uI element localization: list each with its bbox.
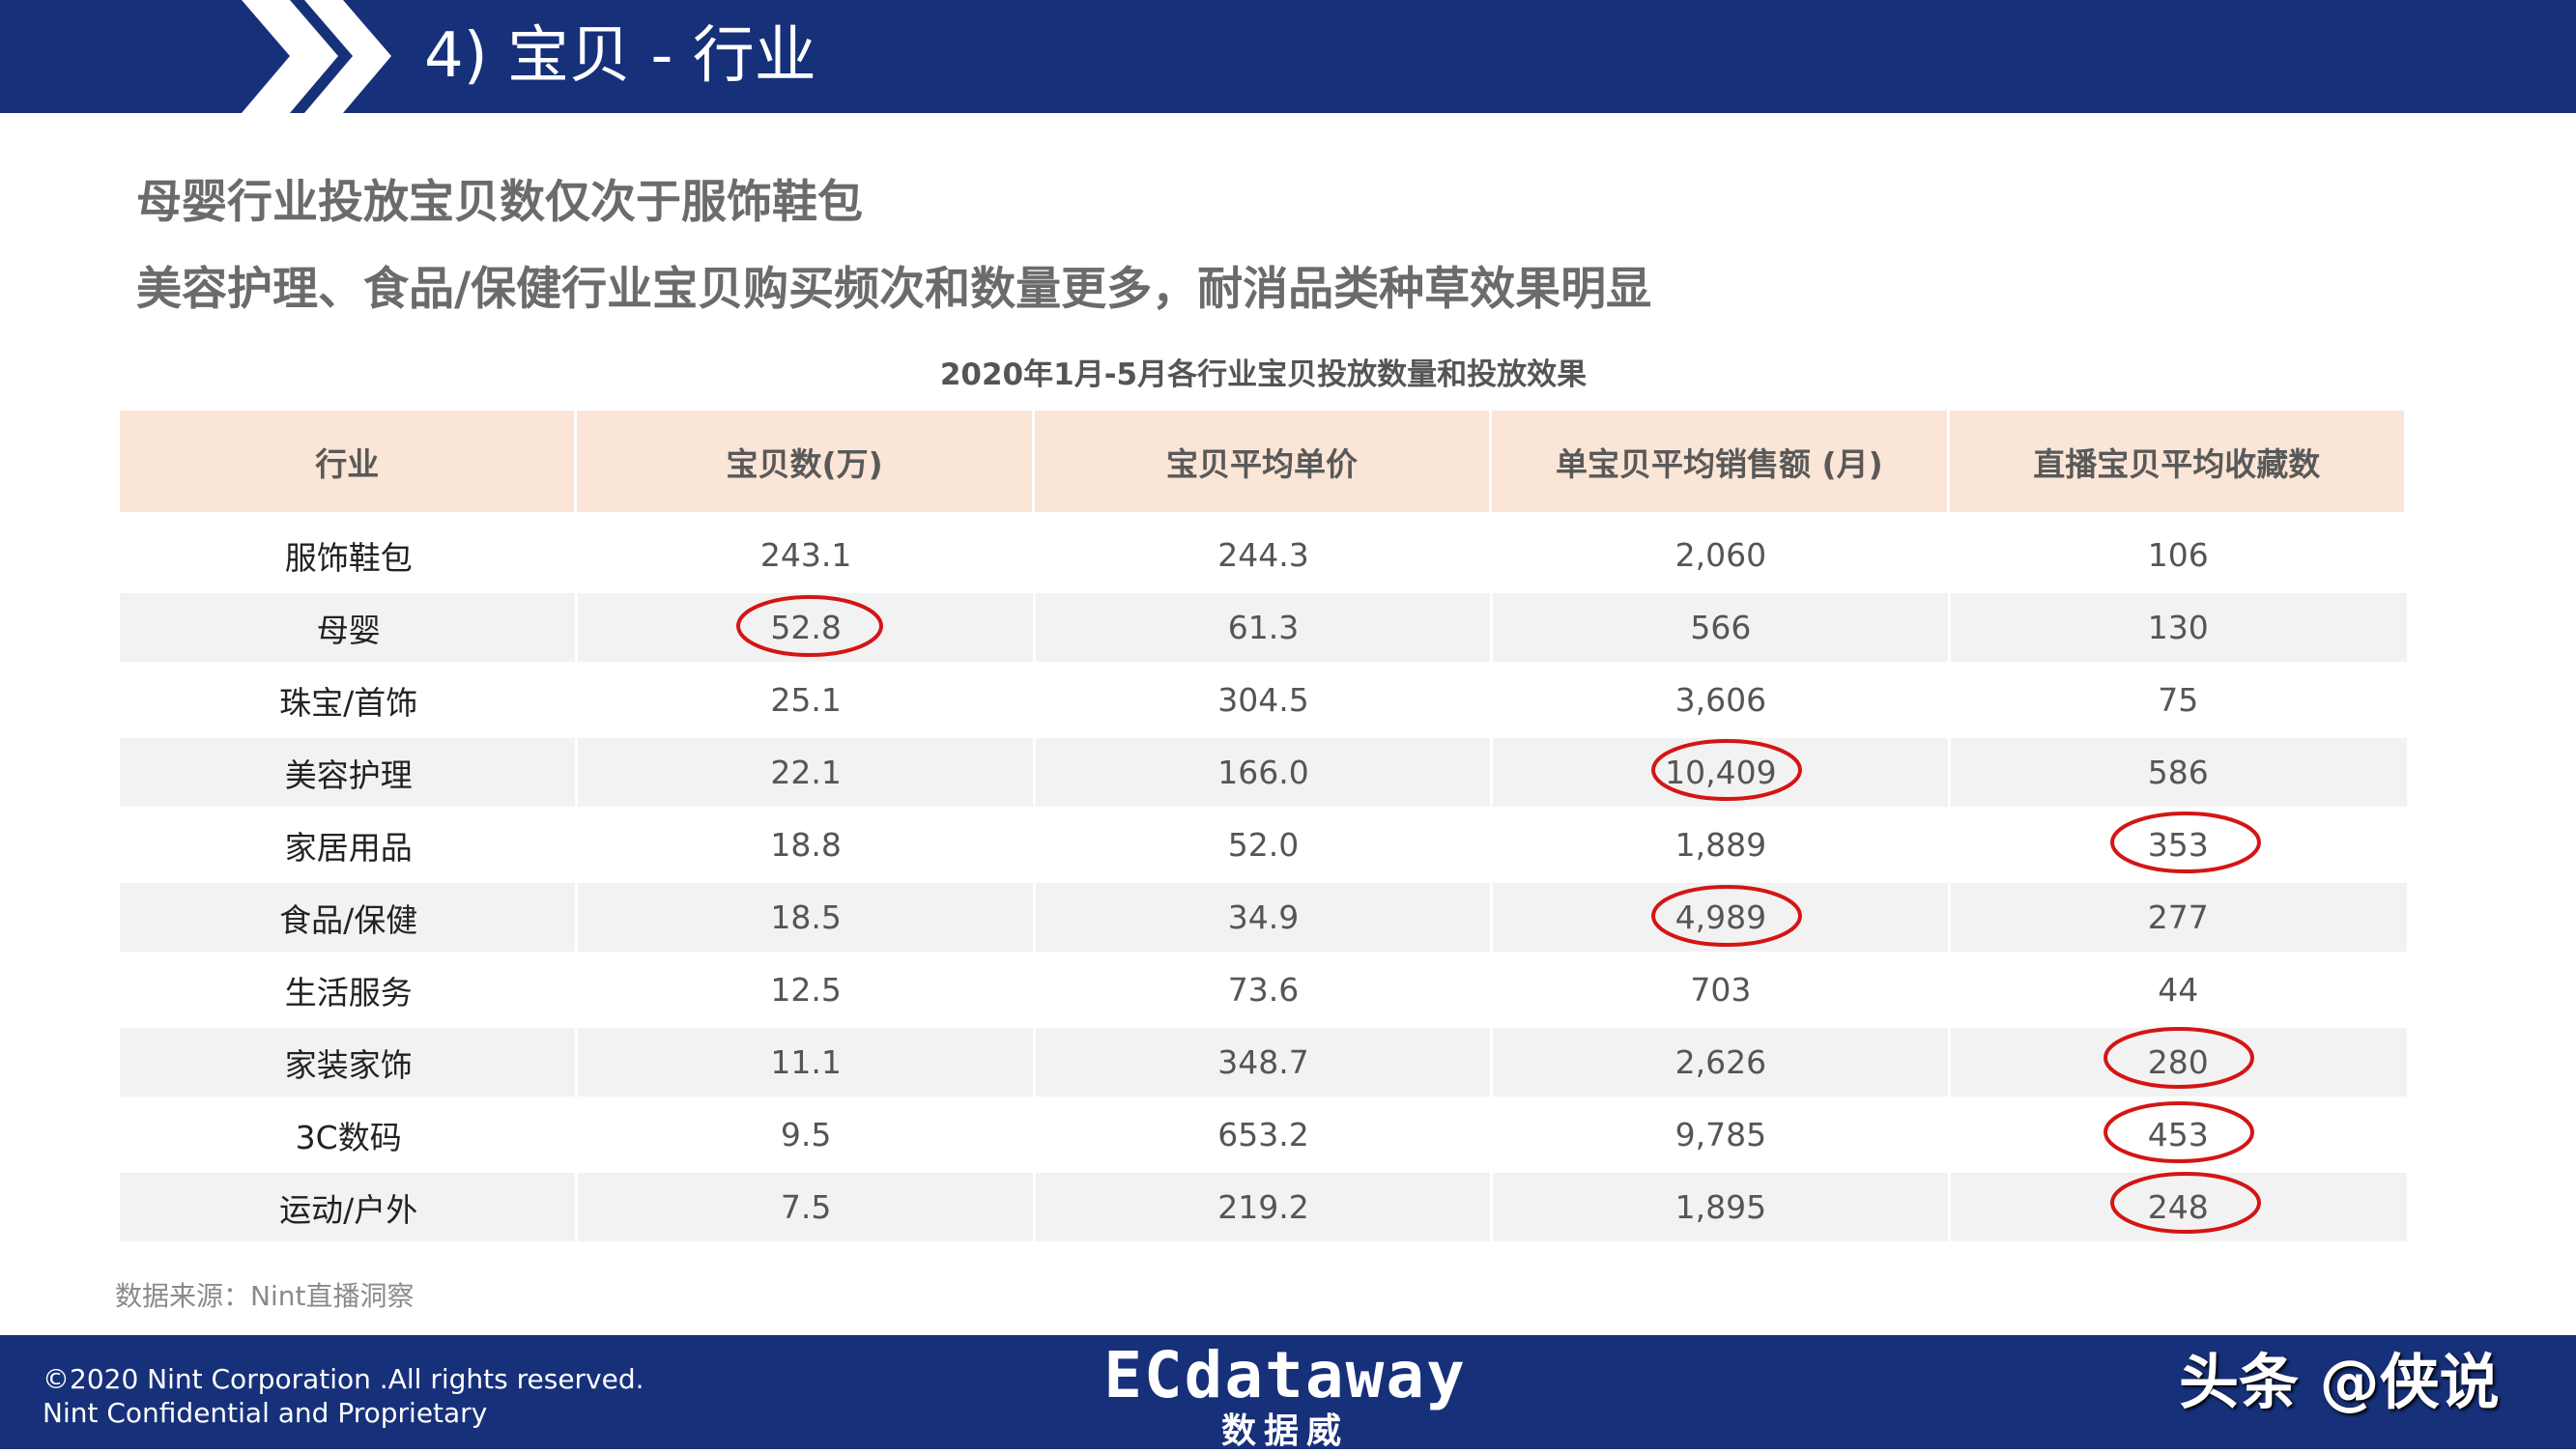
table-cell: 130 bbox=[2147, 609, 2209, 646]
column-separator bbox=[575, 519, 579, 1243]
column-header: 宝贝平均单价 bbox=[1034, 411, 1493, 512]
row-label: 母婴 bbox=[316, 611, 381, 649]
table-cell: 243.1 bbox=[759, 536, 852, 574]
row-label: 食品/保健 bbox=[279, 900, 418, 939]
table-cell: 4,989 bbox=[1674, 898, 1767, 936]
subtitle: 美容护理、食品/保健行业宝贝购买频次和数量更多，耐消品类种草效果明显 bbox=[136, 263, 1652, 316]
table-cell: 73.6 bbox=[1227, 971, 1300, 1009]
copyright: Nint Confidential and Proprietary bbox=[43, 1397, 488, 1429]
watermark: 头条 @侠说 bbox=[2179, 1347, 2500, 1417]
row-label: 服饰鞋包 bbox=[284, 538, 413, 577]
table-cell: 2,626 bbox=[1674, 1043, 1767, 1081]
table-cell: 106 bbox=[2147, 536, 2209, 574]
table-cell: 586 bbox=[2147, 754, 2209, 791]
table-cell: 22.1 bbox=[770, 754, 842, 791]
copyright: ©2020 Nint Corporation .All rights reser… bbox=[43, 1363, 644, 1395]
table-cell: 9,785 bbox=[1674, 1116, 1767, 1154]
table-cell: 244.3 bbox=[1217, 536, 1309, 574]
table-cell: 703 bbox=[1690, 971, 1752, 1009]
logo: ECdataway bbox=[1103, 1338, 1467, 1412]
table-cell: 2,060 bbox=[1674, 536, 1767, 574]
header-bar bbox=[0, 0, 2576, 113]
table-cell: 353 bbox=[2147, 826, 2209, 864]
table-cell: 453 bbox=[2147, 1116, 2209, 1154]
column-separator bbox=[1490, 519, 1494, 1243]
row-label: 3C数码 bbox=[295, 1118, 402, 1156]
column-header: 单宝贝平均销售额 (月) bbox=[1492, 411, 1950, 512]
row-background bbox=[120, 1173, 2407, 1241]
table-cell: 34.9 bbox=[1227, 898, 1300, 936]
logo-subtitle: 数据威 bbox=[1220, 1411, 1349, 1451]
table-cell: 248 bbox=[2147, 1188, 2209, 1226]
table-cell: 52.8 bbox=[770, 609, 842, 646]
table-cell: 11.1 bbox=[770, 1043, 842, 1081]
table-cell: 219.2 bbox=[1217, 1188, 1309, 1226]
table-cell: 61.3 bbox=[1227, 609, 1300, 646]
row-label: 美容护理 bbox=[284, 755, 413, 794]
row-label: 生活服务 bbox=[284, 973, 413, 1011]
row-background bbox=[120, 738, 2407, 807]
table-cell: 304.5 bbox=[1217, 681, 1309, 719]
row-background bbox=[120, 1028, 2407, 1097]
table-cell: 1,889 bbox=[1674, 826, 1767, 864]
table-cell: 25.1 bbox=[770, 681, 842, 719]
table-cell: 9.5 bbox=[780, 1116, 832, 1154]
subtitle: 母婴行业投放宝贝数仅次于服饰鞋包 bbox=[136, 176, 863, 229]
table-cell: 566 bbox=[1690, 609, 1752, 646]
table-cell: 52.0 bbox=[1227, 826, 1300, 864]
table-cell: 18.8 bbox=[770, 826, 842, 864]
table-cell: 280 bbox=[2147, 1043, 2209, 1081]
column-header: 宝贝数(万) bbox=[577, 411, 1035, 512]
table-cell: 44 bbox=[2158, 971, 2199, 1009]
table-cell: 7.5 bbox=[780, 1188, 832, 1226]
column-separator bbox=[1032, 519, 1036, 1243]
table-cell: 166.0 bbox=[1217, 754, 1309, 791]
table-cell: 653.2 bbox=[1217, 1116, 1309, 1154]
table-cell: 10,409 bbox=[1665, 754, 1777, 791]
row-label: 珠宝/首饰 bbox=[279, 683, 418, 722]
row-background bbox=[120, 883, 2407, 952]
row-label: 家装家饰 bbox=[284, 1045, 413, 1084]
table-title: 2020年1月-5月各行业宝贝投放数量和投放效果 bbox=[939, 357, 1588, 392]
footer-bar bbox=[0, 1335, 2576, 1449]
table-cell: 348.7 bbox=[1217, 1043, 1309, 1081]
table-cell: 1,895 bbox=[1674, 1188, 1767, 1226]
column-header: 行业 bbox=[120, 411, 578, 512]
table-cell: 75 bbox=[2158, 681, 2199, 719]
table-cell: 3,606 bbox=[1674, 681, 1767, 719]
column-header: 直播宝贝平均收藏数 bbox=[1949, 411, 2407, 512]
table-cell: 277 bbox=[2147, 898, 2209, 936]
table-cell: 18.5 bbox=[770, 898, 842, 936]
page-title: 4) 宝贝 - 行业 bbox=[424, 20, 816, 92]
chevrons bbox=[242, 0, 391, 113]
row-label: 家居用品 bbox=[284, 828, 413, 867]
row-label: 运动/户外 bbox=[279, 1190, 418, 1229]
row-background bbox=[120, 593, 2407, 662]
source-note: 数据来源：Nint直播洞察 bbox=[115, 1280, 415, 1312]
table-cell: 12.5 bbox=[770, 971, 842, 1009]
column-separator bbox=[1947, 519, 1951, 1243]
